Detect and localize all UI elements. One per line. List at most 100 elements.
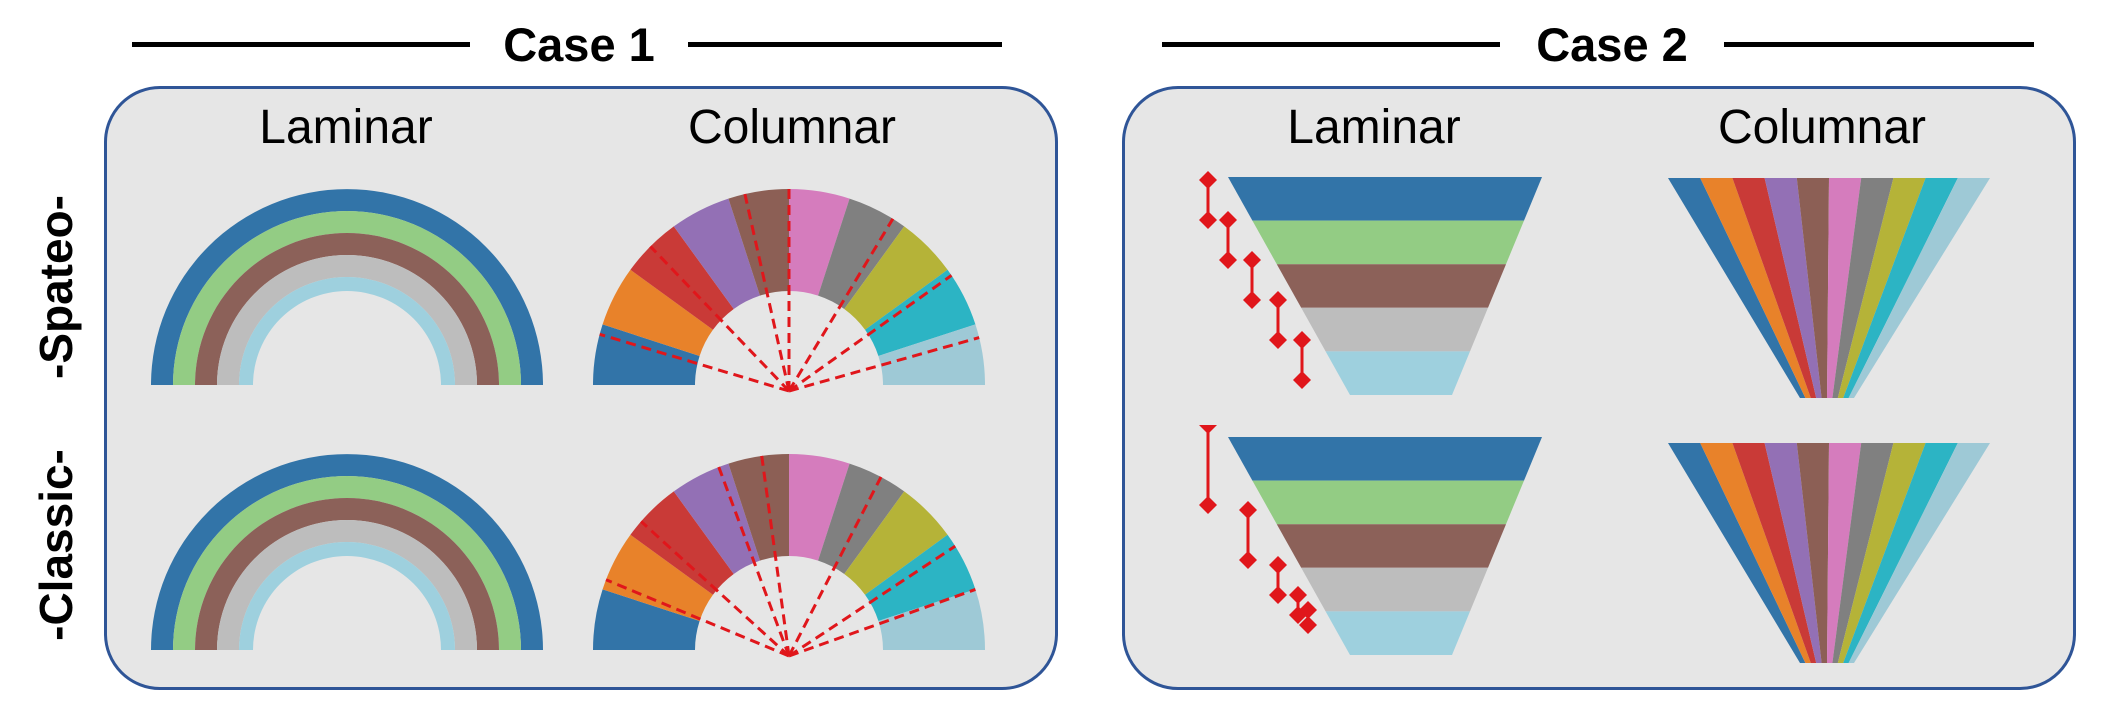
marker-diamond [1219, 251, 1237, 269]
layer-band [217, 520, 477, 650]
layer-band [1228, 437, 1542, 481]
case-1-columnar-label: Columnar [687, 101, 897, 154]
marker-diamond [1199, 211, 1217, 229]
column-sector [593, 589, 700, 650]
column-sector [673, 198, 760, 309]
layer-band [1252, 480, 1524, 525]
layer-band [151, 454, 543, 650]
column-wedge [1700, 178, 1811, 398]
column-wedge [1764, 178, 1822, 398]
column-sector [602, 269, 713, 356]
marker-diamond [1199, 171, 1217, 189]
case-2-columnar-classic-figure [1668, 443, 1990, 663]
dashed-boundary-line [640, 520, 791, 658]
column-wedge [1668, 443, 1806, 663]
column-sector [865, 269, 976, 356]
layer-band [1301, 307, 1488, 352]
layer-band [1228, 177, 1542, 221]
column-wedge [1827, 178, 1862, 398]
dashed-boundary-line [599, 332, 790, 393]
column-sector [865, 534, 976, 621]
dashed-boundary-line [743, 193, 791, 392]
dashed-boundary-line [787, 218, 895, 392]
column-sector [818, 198, 905, 309]
layer-band [195, 498, 499, 650]
column-sector [602, 534, 713, 621]
case-1-columnar-classic-figure [593, 454, 985, 658]
marker-diamond [1293, 371, 1311, 389]
column-wedge [1843, 178, 1958, 398]
column-sector [673, 463, 760, 574]
case-1-laminar-spateo-figure [151, 189, 543, 385]
dashed-boundary-line [788, 544, 957, 658]
dashed-boundary-line [649, 245, 791, 393]
column-sector [789, 454, 850, 561]
column-wedge [1832, 178, 1894, 398]
column-wedge [1827, 443, 1862, 663]
marker-diamond [1239, 551, 1257, 569]
column-wedge [1732, 443, 1817, 663]
dashed-boundary-line [788, 588, 976, 658]
layer-band [1276, 524, 1506, 568]
layer-band [173, 476, 521, 650]
dashed-boundary-line [788, 274, 953, 393]
column-wedge [1837, 443, 1926, 663]
column-wedge [1764, 443, 1822, 663]
layer-band [173, 211, 521, 385]
dashed-boundary-line [605, 578, 790, 658]
case-2-laminar-label: Laminar [1287, 101, 1461, 154]
column-wedge [1848, 178, 1990, 398]
column-wedge [1668, 178, 1806, 398]
column-sector [878, 589, 985, 650]
case-1-columnar-spateo-figure [593, 189, 985, 393]
marker-diamond [1199, 425, 1217, 434]
case-1-laminar-classic-figure [151, 454, 543, 650]
marker-diamond [1289, 586, 1307, 604]
column-sector [728, 189, 789, 296]
dashed-boundary-line [787, 476, 883, 657]
row-label-classic: -Classic- [30, 449, 82, 641]
column-sector [878, 324, 985, 385]
column-wedge [1700, 443, 1811, 663]
case-2-title: Case 2 [1500, 20, 1724, 70]
case-2-laminar-spateo-figure [1199, 171, 1542, 395]
dashed-boundary-line [717, 466, 791, 657]
layer-band [239, 277, 455, 385]
column-wedge [1796, 443, 1829, 663]
column-sector [844, 491, 948, 595]
marker-diamond [1293, 331, 1311, 349]
row-label-spateo: -Spateo- [30, 195, 82, 379]
marker-diamond [1199, 496, 1217, 514]
marker-diamond [1219, 211, 1237, 229]
case-2-columnar-spateo-figure [1668, 178, 1990, 398]
column-wedge [1832, 443, 1894, 663]
dashed-boundary-line [788, 336, 980, 393]
layer-band [217, 255, 477, 385]
case-2-laminar-classic-figure [1199, 425, 1542, 655]
marker-diamond [1269, 586, 1287, 604]
case-1-title: Case 1 [470, 20, 688, 70]
marker-diamond [1299, 601, 1317, 619]
layer-band [1325, 611, 1470, 655]
case-1-laminar-label: Laminar [259, 101, 433, 154]
marker-diamond [1243, 291, 1261, 309]
marker-diamond [1243, 251, 1261, 269]
marker-diamond [1299, 616, 1317, 634]
column-sector [789, 189, 850, 296]
dashed-boundary-line [760, 455, 791, 657]
layer-band [1276, 264, 1506, 308]
column-wedge [1796, 178, 1829, 398]
case-2-columnar-label: Columnar [1717, 101, 1927, 154]
layer-band [1325, 351, 1470, 395]
layer-band [151, 189, 543, 385]
layer-band [195, 233, 499, 385]
column-wedge [1732, 178, 1817, 398]
layer-band [239, 542, 455, 650]
layer-band [1301, 567, 1488, 612]
marker-diamond [1239, 501, 1257, 519]
column-wedge [1848, 443, 1990, 663]
column-sector [818, 463, 905, 574]
marker-diamond [1269, 291, 1287, 309]
column-sector [630, 491, 734, 595]
layer-band [1252, 220, 1524, 265]
